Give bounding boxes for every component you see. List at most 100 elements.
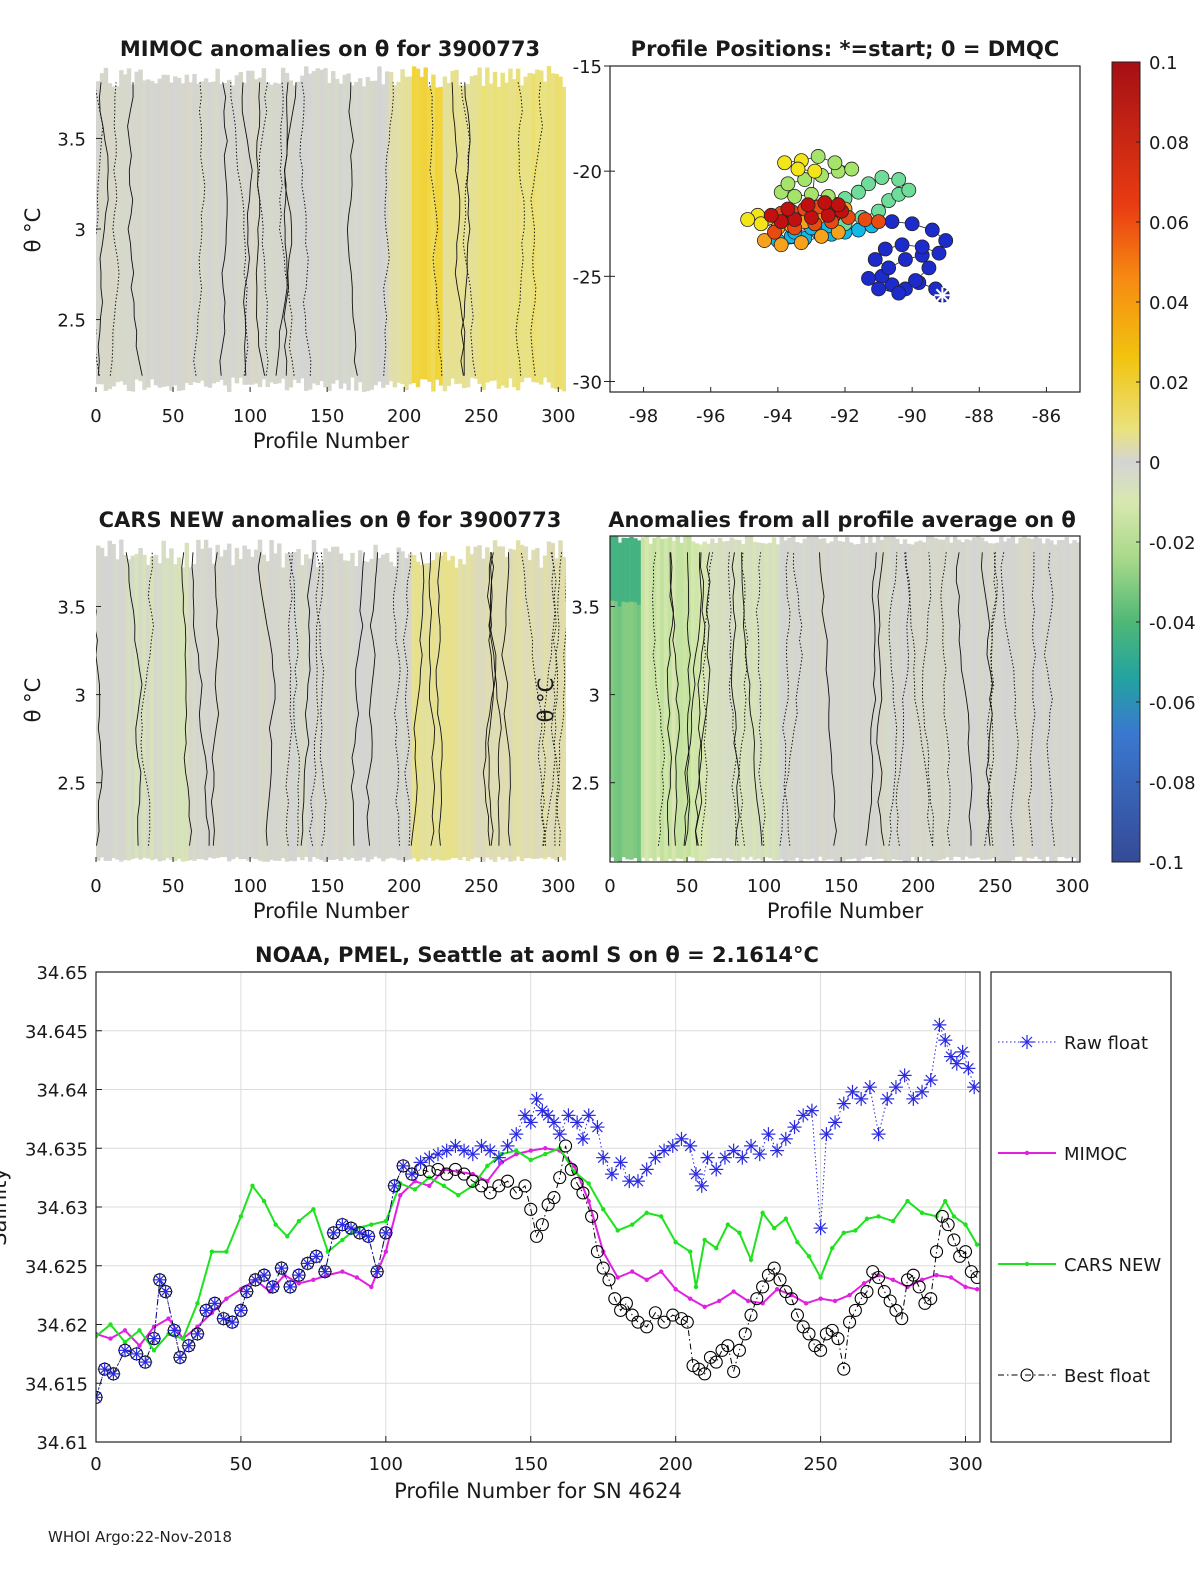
allavg-cell [960,542,966,860]
data-point [261,1198,267,1204]
data-point [657,1315,671,1329]
mimoc-cell [99,73,105,385]
salinity-ytick-label: 34.65 [36,963,88,984]
data-point [962,1062,974,1074]
allavg-cell [740,543,746,858]
cars-contour [181,552,192,846]
data-point [590,1245,604,1259]
allavg-cell [621,537,627,858]
profile-marker [857,212,873,227]
mimoc-cell [296,81,301,384]
mimoc-contour [255,82,266,376]
salinity-xtick-label: 100 [369,1454,403,1475]
allavg-cell [702,541,707,861]
salinity-ytick-label: 34.635 [25,1139,88,1160]
data-point [543,1151,548,1157]
cars-cell [438,555,444,861]
cars-cell [153,554,159,859]
allavg-cell [652,538,657,861]
allavg-cell [636,540,642,605]
positions-ticks: -98 -96 -94 -92 -90 -88 -86 -15 -20 -25 -30 [573,57,1062,427]
mimoc-cell [388,71,394,382]
mimoc-cell [219,83,224,381]
allavg-contour [1000,552,1019,846]
cars-xtick-label: 300 [541,876,575,897]
cars-cell [184,542,190,861]
allavg-contour [683,552,702,846]
mimoc-cell [223,82,228,386]
data-point [340,1237,345,1243]
mimoc-cell [542,81,548,378]
cars-cell [180,567,186,862]
mimoc-cell [242,82,247,385]
data-point [583,1109,595,1121]
cars-cell [485,547,490,858]
allavg-ticks: 0 50 100 150 200 250 300 2.5 3 3.5 [571,535,1089,897]
data-point [773,1273,787,1287]
data-point [658,1145,670,1157]
data-point [948,1275,954,1280]
allavg-cell [848,542,854,860]
profile-marker [931,245,947,261]
profile-marker [891,172,907,187]
data-point [431,1162,445,1176]
mimoc-cell [562,86,566,392]
cars-xtick-label: 150 [310,876,344,897]
data-point [200,1304,212,1316]
data-point [96,1396,102,1403]
data-point [96,1391,102,1399]
data-point [284,1281,296,1293]
data-point [847,1086,858,1098]
allavg-cell [714,542,719,859]
cars-contour [482,552,497,846]
cars-ticks: 0 50 100 150 200 250 300 2.5 3 3.5 [57,597,575,897]
data-point [795,1240,800,1245]
salinity-xtick-label: 200 [658,1454,692,1475]
allavg-cell [671,540,677,862]
cars-contour [350,552,365,846]
data-point [576,1186,590,1200]
data-point [732,1343,746,1357]
allavg-contour [695,552,706,846]
cars-cell [346,560,351,860]
allavg-cell [833,536,838,861]
mimoc-heatmap [96,66,566,392]
cars-contour [554,566,566,846]
data-point [554,1128,566,1140]
cars-cell [408,553,413,860]
data-point [838,1098,850,1110]
data-point [873,1128,884,1140]
allavg-cell [663,538,669,862]
allavg-cell [945,536,950,858]
cars-cell [415,561,421,862]
cars-cell [477,545,482,858]
allavg-cell [706,543,711,860]
data-point [585,1209,599,1223]
allavg-cell [1010,536,1016,861]
data-point [108,1322,113,1327]
allavg-cell [806,536,811,860]
salinity-ytick-label: 34.63 [36,1198,88,1219]
mimoc-cell [238,72,243,378]
cars-cell [203,539,209,861]
mimoc-ytick-label: 3.5 [57,129,86,150]
data-point [957,1046,969,1058]
mimoc-cell [523,76,529,378]
mimoc-xlabel: Profile Number [253,429,410,453]
mimoc-cell [126,68,132,392]
allavg-cell [999,536,1004,862]
allavg-cell [918,540,923,857]
mimoc-cell [265,82,270,388]
legend-items: Raw float MIMOC CARS NEW Best float [998,1033,1161,1387]
data-point [398,1193,403,1198]
allavg-cell [922,542,927,861]
profile-marker [904,216,920,232]
cars-cell [226,543,232,862]
data-point [608,1292,622,1306]
mimoc-cell [280,67,286,379]
data-point [721,1339,735,1353]
mimoc-cell [180,83,186,391]
data-point [528,1157,533,1163]
data-point [302,1257,314,1269]
data-point [687,1296,693,1301]
